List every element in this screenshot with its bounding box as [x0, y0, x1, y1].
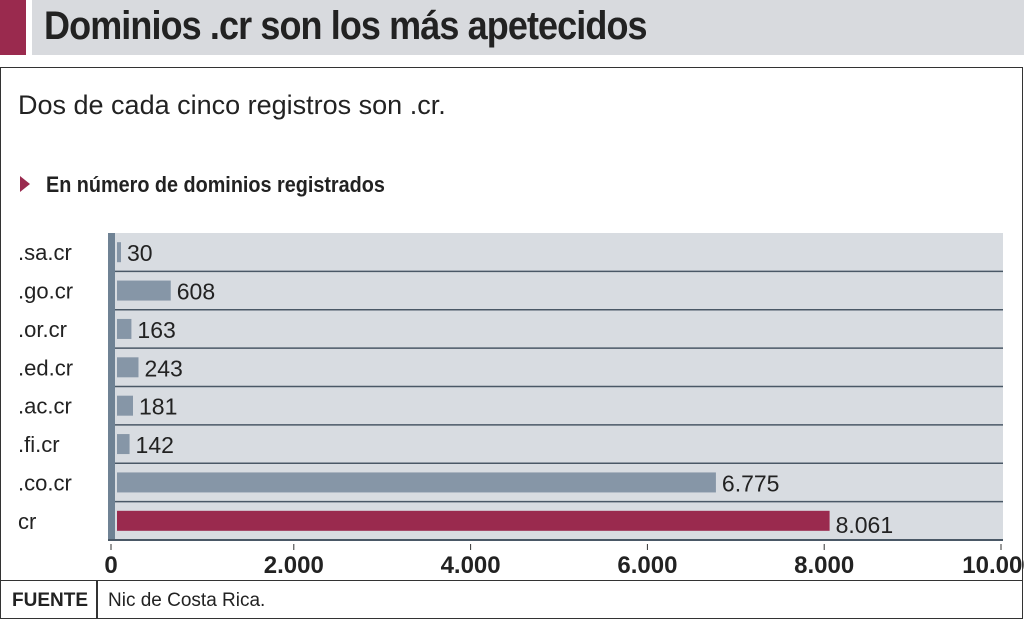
tick-label: 6.000 [617, 552, 677, 579]
tick-label: 0 [104, 552, 117, 579]
value-label: 30 [127, 240, 153, 266]
bar-ficr [117, 434, 130, 455]
category-label: .or.cr [18, 317, 67, 342]
bar-accr [117, 395, 134, 416]
value-label: 6.775 [722, 470, 780, 496]
bar-sacr [117, 242, 121, 263]
value-label: 142 [136, 432, 174, 458]
value-label: 608 [177, 279, 215, 305]
category-label: .ac.cr [18, 394, 72, 419]
footer: FUENTE Nic de Costa Rica. [0, 580, 1022, 619]
value-label: 243 [144, 355, 182, 381]
tick-label: 4.000 [441, 552, 501, 579]
value-label: 8.061 [836, 512, 894, 538]
tick-label: 2.000 [264, 552, 324, 579]
category-label: .sa.cr [18, 240, 72, 265]
chart-subtitle: Dos de cada cinco registros son .cr. [18, 90, 446, 120]
title-bar: Dominios .cr son los más apetecidos [32, 0, 1024, 55]
chart-title: Dominios .cr son los más apetecidos [44, 4, 648, 48]
category-label: .go.cr [18, 279, 73, 304]
title-accent [0, 0, 26, 55]
tick-label: 10.000 [962, 552, 1024, 579]
category-label: .ed.cr [18, 355, 73, 380]
bar-cr [117, 510, 830, 531]
bar-cocr [117, 472, 716, 493]
unit-label: En número de dominios registrados [46, 172, 385, 197]
triangle-bullet-icon [20, 176, 30, 192]
bar-orcr [117, 318, 132, 339]
bar-edcr [117, 357, 139, 378]
axis-baseline [108, 233, 115, 540]
category-label: cr [18, 509, 36, 534]
footer-divider [96, 581, 98, 619]
tick-label: 8.000 [794, 552, 854, 579]
source-text: Nic de Costa Rica. [108, 590, 266, 611]
value-label: 181 [139, 394, 177, 420]
category-label: .co.cr [18, 470, 72, 495]
source-label: FUENTE [12, 590, 88, 611]
value-label: 163 [137, 317, 175, 343]
category-label: .fi.cr [18, 432, 60, 457]
bar-gocr [117, 280, 171, 301]
